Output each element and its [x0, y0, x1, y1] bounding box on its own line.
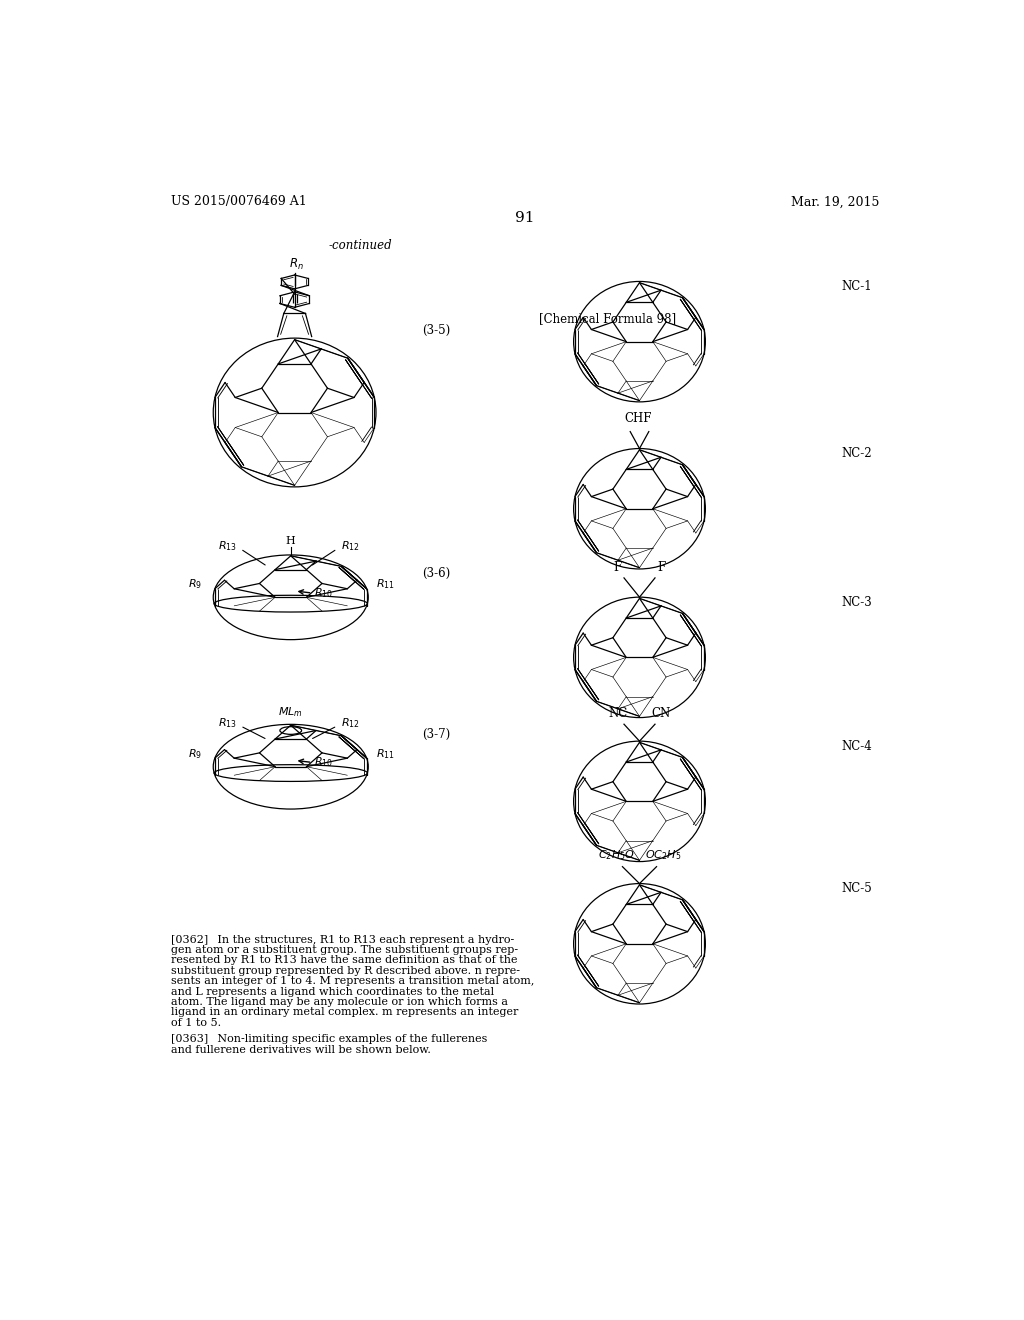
Text: resented by R1 to R13 have the same definition as that of the: resented by R1 to R13 have the same defi… [171, 956, 517, 965]
Text: F: F [613, 561, 622, 574]
Text: [0363]  Non-limiting specific examples of the fullerenes: [0363] Non-limiting specific examples of… [171, 1035, 487, 1044]
Text: $R_{12}$: $R_{12}$ [341, 539, 360, 553]
Text: gen atom or a substituent group. The substituent groups rep-: gen atom or a substituent group. The sub… [171, 945, 518, 954]
Text: -continued: -continued [329, 239, 392, 252]
Text: $R_9$: $R_9$ [187, 747, 202, 760]
Text: $R_n$: $R_n$ [289, 256, 303, 272]
Text: atom. The ligand may be any molecule or ion which forms a: atom. The ligand may be any molecule or … [171, 997, 508, 1007]
Text: (3-7): (3-7) [423, 729, 451, 742]
Text: Mar. 19, 2015: Mar. 19, 2015 [792, 195, 880, 209]
Text: NC: NC [608, 706, 628, 719]
Text: $OC_2H_5$: $OC_2H_5$ [644, 849, 681, 862]
Text: $C_2H_5O$: $C_2H_5O$ [598, 849, 635, 862]
Text: NC-5: NC-5 [842, 882, 872, 895]
Text: NC-1: NC-1 [842, 280, 872, 293]
Text: $R_9$: $R_9$ [187, 578, 202, 591]
Text: 91: 91 [515, 211, 535, 224]
Text: NC-2: NC-2 [842, 447, 872, 461]
Text: NC-4: NC-4 [842, 739, 872, 752]
Text: CHF: CHF [624, 412, 651, 425]
Text: NC-3: NC-3 [842, 595, 872, 609]
Text: H: H [286, 536, 296, 545]
Text: (3-6): (3-6) [423, 566, 451, 579]
Text: CN: CN [651, 706, 671, 719]
Text: $R_{13}$: $R_{13}$ [217, 715, 237, 730]
Text: substituent group represented by R described above. n repre-: substituent group represented by R descr… [171, 966, 519, 975]
Text: $R_{13}$: $R_{13}$ [217, 539, 237, 553]
Text: (3-5): (3-5) [423, 323, 451, 337]
Text: of 1 to 5.: of 1 to 5. [171, 1018, 221, 1028]
Text: US 2015/0076469 A1: US 2015/0076469 A1 [171, 195, 306, 209]
Text: $R_{10}$: $R_{10}$ [314, 586, 333, 601]
Text: sents an integer of 1 to 4. M represents a transition metal atom,: sents an integer of 1 to 4. M represents… [171, 977, 534, 986]
Text: $ML_m$: $ML_m$ [279, 705, 303, 719]
Text: $R_{11}$: $R_{11}$ [376, 578, 395, 591]
Text: [Chemical Formula 98]: [Chemical Formula 98] [539, 313, 676, 326]
Text: $R_{12}$: $R_{12}$ [341, 715, 360, 730]
Text: $R_{10}$: $R_{10}$ [314, 755, 333, 770]
Text: F: F [657, 561, 666, 574]
Text: and L represents a ligand which coordinates to the metal: and L represents a ligand which coordina… [171, 986, 494, 997]
Text: ligand in an ordinary metal complex. m represents an integer: ligand in an ordinary metal complex. m r… [171, 1007, 518, 1018]
Text: and fullerene derivatives will be shown below.: and fullerene derivatives will be shown … [171, 1044, 430, 1055]
Text: $R_{11}$: $R_{11}$ [376, 747, 395, 760]
Text: [0362]  In the structures, R1 to R13 each represent a hydro-: [0362] In the structures, R1 to R13 each… [171, 935, 514, 945]
